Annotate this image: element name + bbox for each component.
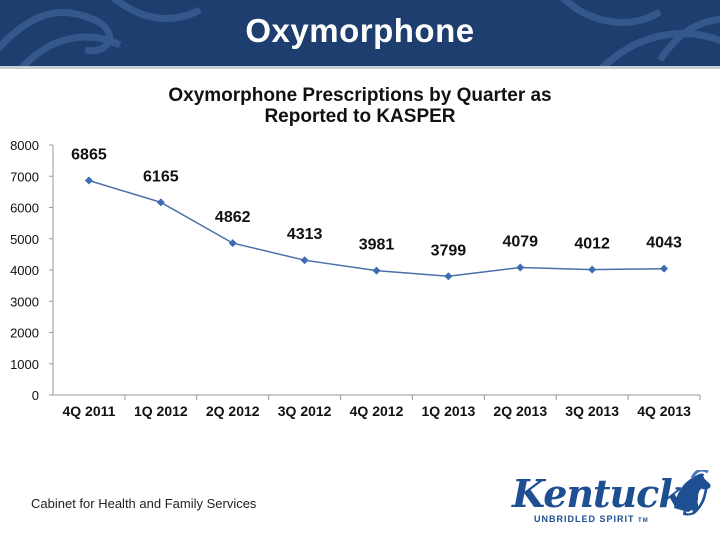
line-chart: Oxymorphone Prescriptions by Quarter as … (10, 85, 701, 419)
data-label: 4043 (646, 235, 682, 252)
kentucky-logo: Kentucky UNBRIDLED SPIRIT TM (508, 470, 714, 532)
x-tick-label: 4Q 2012 (350, 403, 404, 419)
data-labels: 6865 6165 4862 4313 3981 3799 4079 4012 4043 (71, 146, 682, 259)
data-point-marker (300, 256, 309, 265)
footer-text: Cabinet for Health and Family Services (31, 496, 257, 511)
data-label: 3981 (359, 237, 395, 254)
x-tick-label: 1Q 2013 (422, 403, 476, 419)
header-scroll-ornament (0, 0, 720, 66)
data-label: 3799 (431, 242, 467, 259)
logo-trademark: TM (638, 518, 649, 524)
data-label: 4313 (287, 226, 323, 243)
data-point-marker (84, 176, 93, 185)
data-point-marker (660, 264, 669, 273)
x-tick-label: 4Q 2011 (62, 403, 115, 419)
y-tick-label: 8000 (10, 138, 39, 153)
y-tick-label: 2000 (10, 326, 39, 341)
series-line (88, 179, 665, 278)
data-point-marker (372, 266, 381, 275)
data-point-marker (588, 265, 597, 274)
logo-tagline: UNBRIDLED SPIRIT TM (534, 514, 649, 524)
data-label: 6165 (143, 168, 179, 185)
data-label: 4012 (574, 236, 610, 253)
series-line-path (88, 179, 665, 278)
x-tick-label: 4Q 2013 (637, 403, 691, 419)
x-tick-label: 1Q 2012 (134, 403, 188, 419)
data-label: 4079 (502, 234, 538, 251)
header-divider (0, 66, 720, 69)
series-markers (84, 176, 669, 281)
y-tick-label: 3000 (10, 294, 39, 309)
page-title: Oxymorphone (245, 12, 475, 49)
horse-head-icon (674, 470, 711, 512)
x-axis-ticks: 4Q 2011 1Q 2012 2Q 2012 3Q 2012 4Q 2012 1Q 20… (62, 395, 701, 419)
data-point-marker (444, 272, 453, 281)
y-tick-label: 0 (32, 388, 39, 403)
y-tick-label: 7000 (10, 169, 39, 184)
chart-title-line-1: Oxymorphone Prescriptions by Quarter as (168, 85, 551, 106)
y-tick-label: 4000 (10, 263, 39, 278)
data-point-marker (516, 263, 525, 272)
logo-tagline-text: UNBRIDLED SPIRIT (534, 514, 635, 524)
logo-wordmark: Kentucky (512, 471, 706, 516)
data-point-marker (228, 239, 237, 248)
x-tick-label: 2Q 2013 (493, 403, 547, 419)
data-point-marker (156, 198, 165, 207)
header-bar: Oxymorphone (0, 0, 720, 66)
chart-title-line-2: Reported to KASPER (264, 106, 455, 127)
y-tick-label: 5000 (10, 232, 39, 247)
data-label: 4862 (215, 209, 251, 226)
x-tick-label: 3Q 2013 (565, 403, 619, 419)
y-tick-label: 6000 (10, 201, 39, 216)
x-tick-label: 2Q 2012 (206, 403, 260, 419)
data-label: 6865 (71, 146, 107, 163)
x-tick-label: 3Q 2012 (278, 403, 332, 419)
y-tick-label: 1000 (10, 357, 39, 372)
y-axis-ticks: 0 1000 2000 3000 4000 5000 6000 7000 8000 (10, 138, 53, 403)
